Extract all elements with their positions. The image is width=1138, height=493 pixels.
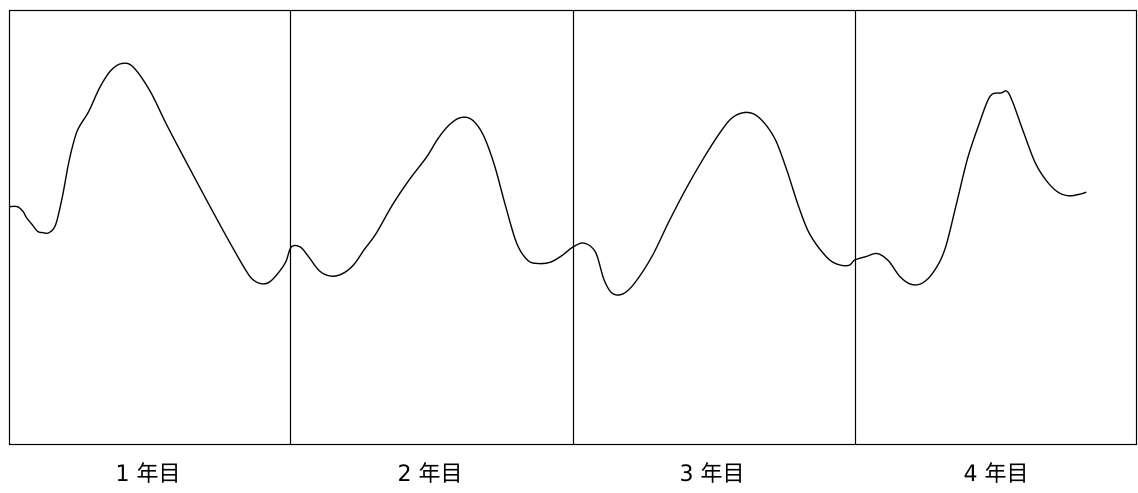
series-line	[8, 62, 1087, 296]
x-tick-label-year-1: 1 年目	[116, 462, 181, 487]
x-tick-label-year-2: 2 年目	[398, 462, 463, 487]
x-tick-label-year-4: 4 年目	[964, 462, 1029, 487]
series-group	[8, 62, 1087, 296]
x-tick-label-year-3: 3 年目	[680, 462, 745, 487]
